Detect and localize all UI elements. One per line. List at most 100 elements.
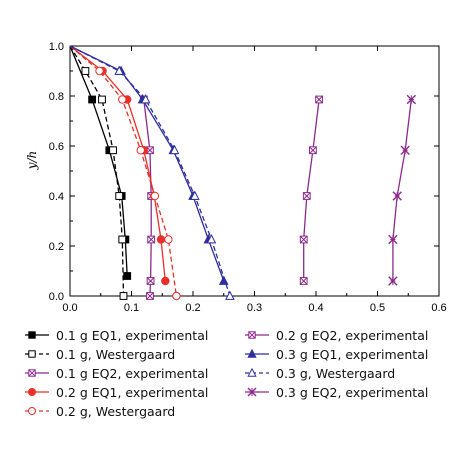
legend-swatch bbox=[25, 369, 49, 377]
legend-item: 0.3 g EQ2, experimental bbox=[244, 383, 428, 401]
legend-item: 0.3 g, Westergaard bbox=[244, 364, 395, 382]
x-tick-label: 0.5 bbox=[370, 302, 385, 314]
data-point bbox=[400, 145, 410, 155]
legend-item: 0.3 g EQ1, experimental bbox=[244, 345, 428, 363]
data-point bbox=[299, 235, 308, 244]
legend-swatch bbox=[245, 367, 269, 377]
data-point bbox=[392, 191, 402, 201]
x-axis-label: Pmax/ρgh bbox=[227, 320, 282, 322]
chart: 0.0 0.1 0.2 0.3 0.4 0.5 0.60.00.20.40.60.81.0 … bbox=[25, 41, 447, 322]
series-6 bbox=[69, 45, 229, 285]
legend-item: 0.1 g, Westergaard bbox=[24, 345, 175, 363]
data-point bbox=[28, 369, 36, 377]
data-point bbox=[190, 190, 200, 200]
data-point bbox=[118, 95, 127, 104]
legend-swatch bbox=[25, 331, 49, 339]
axes: 0.0 0.1 0.2 0.3 0.4 0.5 0.6 0.0 0.2 0.4 0.6 0.8 1.0 bbox=[49, 41, 447, 314]
data-point bbox=[172, 291, 181, 301]
x-tick-label: 0.6 bbox=[431, 302, 446, 314]
data-point bbox=[95, 66, 104, 76]
legend: 0.1 g EQ1, experimental 0.1 g, Westergaar… bbox=[0, 322, 474, 470]
data-point bbox=[309, 146, 317, 155]
legend-swatch bbox=[245, 348, 269, 358]
data-point bbox=[118, 235, 127, 244]
data-point bbox=[28, 350, 36, 358]
data-point bbox=[164, 235, 173, 244]
legend-label: 0.3 g EQ2, experimental bbox=[276, 384, 429, 400]
data-point bbox=[206, 234, 217, 244]
legend-swatch bbox=[25, 388, 49, 396]
y-tick-label: 1.0 bbox=[49, 41, 64, 53]
y-tick-label: 0.0 bbox=[49, 291, 64, 303]
legend-swatch bbox=[245, 331, 269, 339]
x-tick-label: 0.3 bbox=[247, 302, 262, 314]
data-point bbox=[150, 191, 160, 201]
legend-label: 0.2 g, Westergaard bbox=[56, 403, 176, 419]
series-1 bbox=[69, 45, 128, 300]
legend-item: 0.1 g EQ1, experimental bbox=[24, 326, 208, 344]
series-line bbox=[392, 99, 412, 281]
data-point bbox=[123, 272, 132, 280]
x-tick-label: 0.0 bbox=[62, 302, 77, 314]
series-layer bbox=[69, 45, 417, 301]
data-point bbox=[388, 276, 398, 286]
data-point bbox=[247, 348, 257, 358]
data-point bbox=[218, 275, 229, 285]
plot-frame bbox=[69, 45, 440, 297]
data-point bbox=[406, 94, 417, 105]
data-point bbox=[109, 146, 117, 155]
legend-label: 0.1 g, Westergaard bbox=[56, 346, 176, 362]
data-point bbox=[302, 192, 311, 200]
legend-swatch bbox=[245, 387, 269, 397]
data-point bbox=[161, 276, 170, 286]
data-point bbox=[28, 388, 36, 396]
y-tick-label: 0.2 bbox=[49, 241, 64, 253]
legend-label: 0.1 g EQ2, experimental bbox=[56, 365, 209, 381]
data-point bbox=[119, 292, 128, 300]
data-point bbox=[136, 146, 145, 155]
data-point bbox=[169, 144, 180, 155]
legend-swatch bbox=[25, 350, 49, 358]
legend-item: 0.2 g EQ2, experimental bbox=[244, 326, 428, 344]
data-point bbox=[115, 192, 124, 200]
series-4 bbox=[69, 45, 181, 301]
y-tick-label: 0.4 bbox=[49, 191, 64, 203]
series-7 bbox=[69, 45, 235, 300]
data-point bbox=[315, 95, 323, 104]
data-point bbox=[146, 292, 154, 300]
data-point bbox=[28, 331, 36, 339]
data-point bbox=[248, 331, 256, 339]
legend-label: 0.2 g EQ2, experimental bbox=[276, 327, 429, 343]
legend-swatch bbox=[25, 407, 49, 415]
legend-label: 0.3 g EQ1, experimental bbox=[276, 346, 429, 362]
data-point bbox=[146, 277, 155, 285]
x-tick-label: 0.2 bbox=[185, 302, 200, 314]
data-point bbox=[225, 290, 235, 300]
x-tick-label: 0.1 bbox=[124, 302, 139, 314]
data-point bbox=[140, 94, 151, 104]
series-line bbox=[303, 99, 320, 281]
data-point bbox=[114, 65, 125, 75]
data-point bbox=[81, 67, 90, 75]
legend-item: 0.2 g, Westergaard bbox=[24, 402, 175, 420]
data-point bbox=[299, 277, 308, 285]
data-point bbox=[88, 95, 97, 104]
series-0 bbox=[69, 45, 132, 280]
legend-label: 0.2 g EQ1, experimental bbox=[56, 384, 209, 400]
legend-item: 0.1 g EQ2, experimental bbox=[24, 364, 208, 382]
data-point bbox=[156, 235, 166, 244]
data-point bbox=[247, 367, 257, 377]
data-point bbox=[98, 95, 106, 104]
legend-item: 0.2 g EQ1, experimental bbox=[24, 383, 208, 401]
series-5 bbox=[299, 95, 323, 285]
x-tick-label: 0.4 bbox=[308, 302, 323, 314]
y-axis-label: y/h bbox=[25, 151, 39, 171]
legend-label: 0.1 g EQ1, experimental bbox=[56, 327, 209, 343]
legend-label: 0.3 g, Westergaard bbox=[276, 365, 396, 381]
data-point bbox=[28, 407, 36, 415]
data-point bbox=[247, 387, 257, 397]
series-8 bbox=[388, 94, 417, 286]
y-tick-label: 0.6 bbox=[49, 141, 64, 153]
y-tick-label: 0.8 bbox=[49, 91, 64, 103]
data-point bbox=[388, 234, 398, 245]
